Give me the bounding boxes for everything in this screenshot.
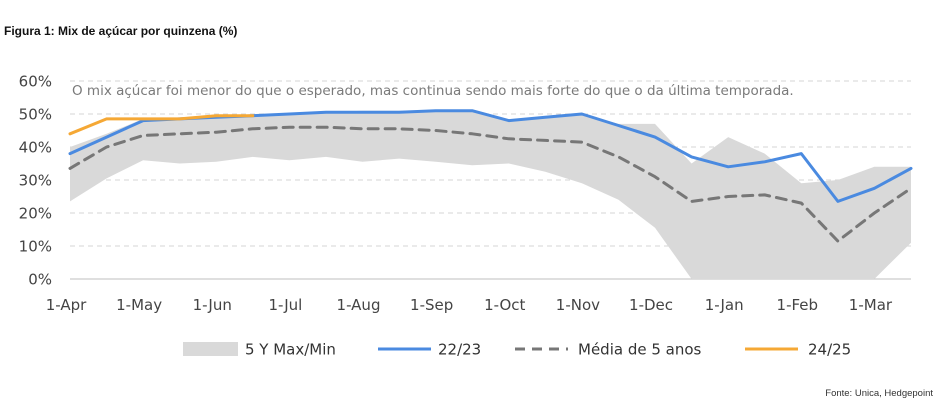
legend-item: 5 Y Max/Min (183, 341, 336, 359)
legend-swatch (183, 342, 238, 356)
legend: 5 Y Max/Min 22/23 Média de 5 anos 24/25 (183, 341, 851, 359)
figure-title: Figura 1: Mix de açúcar por quinzena (%) (4, 24, 238, 38)
x-tick-label: 1-Sep (410, 296, 453, 314)
x-tick-label: 1-Feb (777, 296, 819, 314)
x-tick-label: 1-Nov (556, 296, 600, 314)
legend-item: Média de 5 anos (515, 341, 702, 359)
y-tick-label: 0% (28, 271, 52, 289)
x-tick-label: 1-Jan (705, 296, 744, 314)
x-tick-label: 1-Mar (849, 296, 893, 314)
series-lines (68, 109, 913, 243)
max-min-band-area (70, 110, 911, 279)
y-tick-label: 60% (19, 73, 52, 91)
x-axis-ticks: 1-Apr 1-May 1-Jun 1-Jul 1-Aug 1-Sep 1-Oct 1-Nov… (46, 296, 893, 314)
y-tick-label: 20% (19, 205, 52, 223)
y-axis-ticks: 0% 10% 20% 30% 40% 50% 60% (19, 73, 52, 289)
source-note: Fonte: Unica, Hedgepoint (825, 388, 933, 399)
x-tick-label: 1-Jul (268, 296, 302, 314)
x-tick-label: 1-Aug (337, 296, 381, 314)
x-tick-label: 1-Dec (629, 296, 673, 314)
series-line-m-dia-de-5-anos (68, 125, 913, 243)
y-tick-label: 30% (19, 172, 52, 190)
x-tick-label: 1-Apr (46, 296, 87, 314)
legend-label: 24/25 (808, 341, 851, 359)
x-tick-label: 1-Oct (484, 296, 525, 314)
max-min-band (70, 110, 911, 279)
legend-label: Média de 5 anos (578, 341, 702, 359)
series-line-24-25 (68, 114, 255, 136)
x-tick-label: 1-Jun (193, 296, 232, 314)
x-tick-label: 1-May (116, 296, 162, 314)
y-tick-label: 50% (19, 106, 52, 124)
y-tick-label: 10% (19, 238, 52, 256)
legend-item: 22/23 (378, 341, 481, 359)
chart-annotation: O mix açúcar foi menor do que o esperado… (72, 83, 794, 99)
y-tick-label: 40% (19, 139, 52, 157)
legend-item: 24/25 (745, 341, 851, 359)
legend-label: 22/23 (438, 341, 481, 359)
legend-label: 5 Y Max/Min (245, 341, 336, 359)
